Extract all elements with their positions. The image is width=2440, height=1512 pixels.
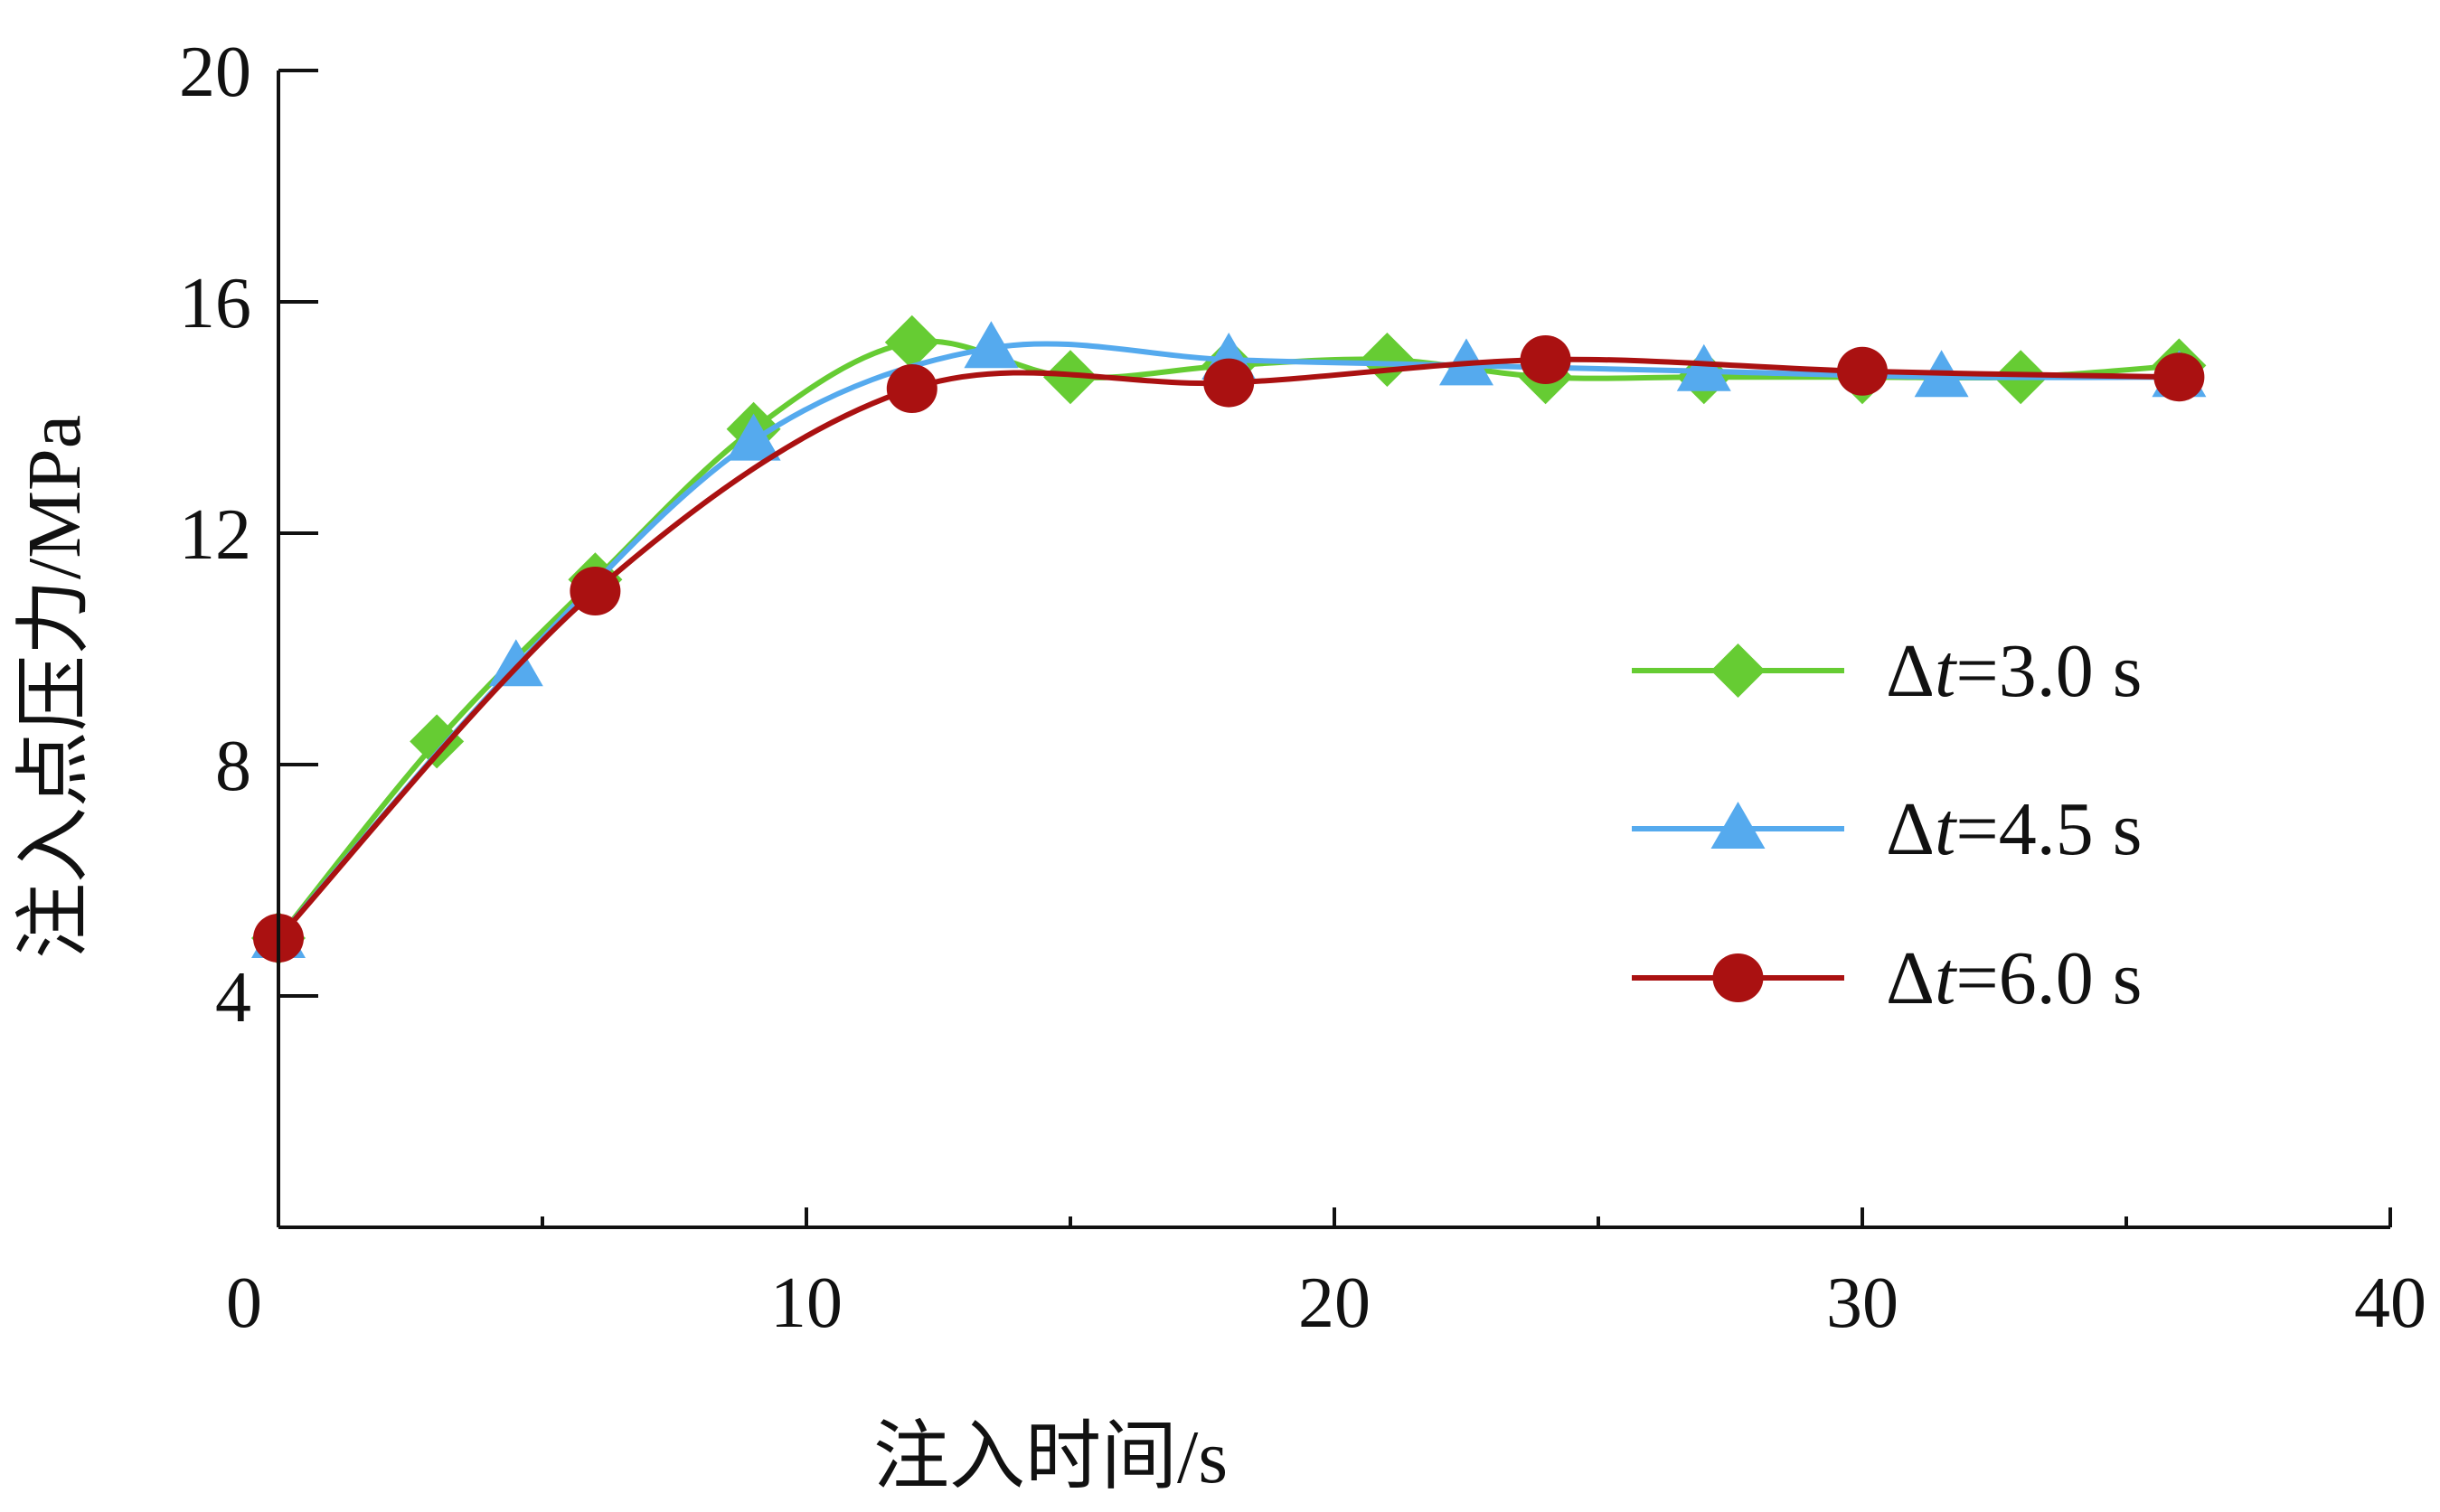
x-tick-label: 20 bbox=[1298, 1263, 1371, 1343]
data-point bbox=[1520, 335, 1571, 384]
data-point bbox=[488, 639, 543, 687]
x-axis-title: 注入时间/s bbox=[873, 1415, 1228, 1499]
legend-item: Δt=3.0 s bbox=[1632, 629, 2142, 713]
x-tick-label: 10 bbox=[770, 1263, 843, 1343]
legend-marker bbox=[1710, 643, 1766, 698]
legend-marker bbox=[1710, 802, 1766, 849]
series-layer bbox=[251, 315, 2207, 965]
y-tick-label: 16 bbox=[179, 264, 251, 343]
y-axis-title: 注入点压力/MPa bbox=[13, 415, 97, 959]
x-tick-label: 40 bbox=[2354, 1263, 2426, 1343]
data-point bbox=[884, 315, 939, 370]
data-point bbox=[726, 413, 781, 461]
y-tick-label: 8 bbox=[215, 727, 251, 806]
data-point bbox=[1837, 346, 1888, 396]
legend-label: Δt=6.0 s bbox=[1886, 936, 2142, 1020]
y-tick-label: 12 bbox=[179, 495, 251, 575]
legend-item: Δt=6.0 s bbox=[1632, 936, 2142, 1020]
legend-item: Δt=4.5 s bbox=[1632, 787, 2142, 871]
series-3 bbox=[253, 335, 2205, 963]
data-point bbox=[964, 321, 1019, 369]
legend-label: Δt=4.5 s bbox=[1886, 787, 2142, 871]
legend-label: Δt=3.0 s bbox=[1886, 629, 2142, 713]
x-tick-label: 30 bbox=[1826, 1263, 1898, 1343]
data-point bbox=[2153, 352, 2205, 402]
x-tick-label: 0 bbox=[226, 1263, 262, 1343]
y-tick-label: 4 bbox=[215, 958, 251, 1038]
legend-marker bbox=[1712, 953, 1764, 1002]
data-point bbox=[1203, 358, 1255, 408]
ticks: 0 10 20 30 40 4 8 12 16 20 bbox=[179, 33, 2426, 1343]
data-point bbox=[570, 567, 621, 615]
legend: Δt=3.0 s Δt=4.5 s Δt=6.0 s bbox=[1632, 629, 2142, 1020]
data-point bbox=[1676, 343, 1731, 391]
data-point bbox=[410, 714, 465, 769]
y-tick-label: 20 bbox=[179, 33, 251, 112]
data-point bbox=[1360, 333, 1415, 387]
data-point bbox=[886, 364, 937, 413]
